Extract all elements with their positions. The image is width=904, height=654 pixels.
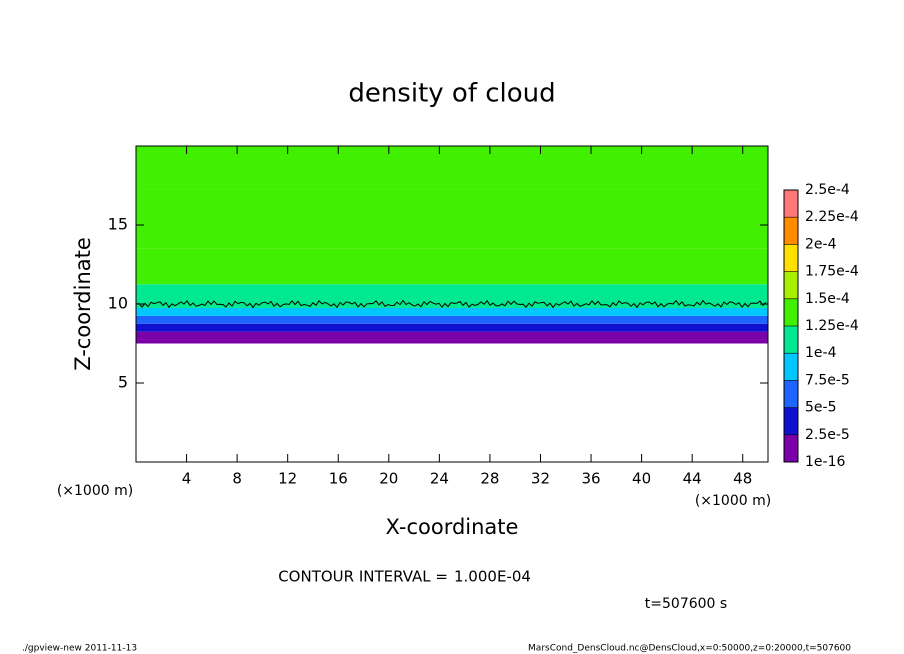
- x-tick-label: 44: [683, 470, 702, 488]
- colorbar-label: 1.5e-4: [805, 291, 850, 307]
- x-tick-label: 36: [581, 470, 600, 488]
- contour-interval: 1.000E-04: [454, 568, 531, 586]
- colorbar-label: 1.25e-4: [805, 318, 859, 334]
- x-tick-label: 16: [329, 470, 348, 488]
- colorbar-swatch: [784, 407, 798, 435]
- colorbar-swatch: [784, 353, 798, 381]
- colorbar-swatch: [784, 380, 798, 408]
- colorbar-label: 2.5e-5: [805, 427, 850, 443]
- colorbar-label: 1.75e-4: [805, 264, 859, 280]
- density-band: [136, 323, 768, 332]
- y-tick-label: 15: [108, 215, 128, 234]
- colorbar-label: 2e-4: [805, 236, 837, 252]
- density-band: [136, 307, 768, 316]
- x-unit: (×1000 m): [57, 483, 133, 499]
- colorbar-label: 2.5e-4: [805, 182, 850, 198]
- density-band: [136, 315, 768, 324]
- x-tick-label: 28: [480, 470, 499, 488]
- x-tick-label: 32: [531, 470, 550, 488]
- chart-title: density of cloud: [348, 79, 555, 109]
- density-band: [136, 300, 768, 308]
- density-band: [136, 284, 768, 301]
- colorbar-swatch: [784, 271, 798, 299]
- footer-right: MarsCond_DensCloud.nc@DensCloud,x=0:5000…: [528, 644, 851, 654]
- y-axis-label: Z-coordinate: [71, 237, 95, 371]
- density-band: [136, 248, 768, 285]
- x-tick-label: 24: [430, 470, 449, 488]
- density-band: [136, 331, 768, 340]
- x-tick-label: 40: [632, 470, 651, 488]
- x-tick-label: 8: [232, 470, 242, 488]
- colorbar-swatch: [784, 190, 798, 218]
- colorbar-label: 2.25e-4: [805, 209, 859, 225]
- x-tick-label: 20: [379, 470, 398, 488]
- colorbar-label: 1e-4: [805, 345, 837, 361]
- contour-label: CONTOUR INTERVAL =: [278, 568, 448, 586]
- density-band: [136, 189, 768, 249]
- colorbar-label: 7.5e-5: [805, 372, 850, 388]
- x-tick-label: 4: [182, 470, 192, 488]
- colorbar-label: 1e-16: [805, 454, 845, 470]
- x-axis-label: X-coordinate: [386, 515, 519, 539]
- contour-line: [135, 299, 767, 309]
- time-label: t=507600 s: [645, 596, 727, 612]
- colorbar-swatch: [784, 244, 798, 272]
- x-unit: (×1000 m): [695, 493, 771, 509]
- colorbar-label: 5e-5: [805, 400, 836, 416]
- density-band: [136, 146, 768, 190]
- footer-left: ./gpview-new 2011-11-13: [22, 644, 137, 654]
- density-band: [136, 339, 768, 344]
- x-tick-label: 12: [278, 470, 297, 488]
- colorbar-swatch: [784, 434, 798, 462]
- y-tick-label: 10: [108, 294, 128, 313]
- x-tick-label: 48: [733, 470, 752, 488]
- y-tick-label: 5: [118, 373, 128, 392]
- colorbar-swatch: [784, 298, 798, 326]
- colorbar-swatch: [784, 217, 798, 245]
- colorbar-swatch: [784, 326, 798, 354]
